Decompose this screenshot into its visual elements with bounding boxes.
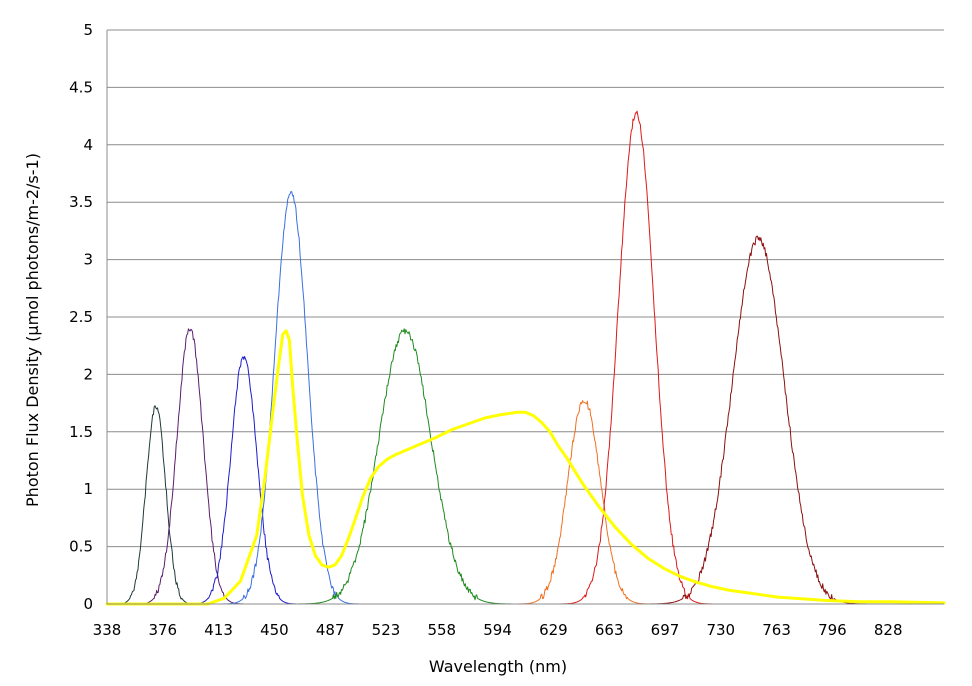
series-line-9 [105,329,946,606]
x-tick-label: 796 [818,621,847,639]
y-tick-label: 3.5 [69,193,93,211]
x-tick-label: 629 [539,621,568,639]
x-tick-label: 338 [93,621,122,639]
y-axis-title: Photon Flux Density (µmol photons/m-2/s-… [23,153,42,507]
y-tick-label: 1 [83,480,93,498]
series-line-3 [106,356,945,605]
x-tick-label: 450 [260,621,289,639]
series-group [105,110,946,606]
x-axis-title: Wavelength (nm) [429,657,567,676]
x-tick-label: 663 [595,621,624,639]
y-tick-label: 0.5 [69,538,93,556]
x-tick-label: 763 [762,621,791,639]
x-tick-label: 558 [427,621,456,639]
series-line-8 [106,235,945,605]
y-tick-labels: 0 0.5 1 1.5 2 2.5 3 3.5 4 4.5 5 [69,21,93,613]
y-tick-label: 4 [83,136,93,154]
y-tick-label: 2 [83,365,93,383]
y-tick-label: 2.5 [69,308,93,326]
x-tick-label: 413 [204,621,233,639]
x-tick-label: 697 [651,621,680,639]
series-line-7 [106,110,945,605]
x-tick-label: 594 [483,621,512,639]
gridlines [107,29,944,548]
x-tick-label: 730 [706,621,735,639]
y-tick-label: 4.5 [69,78,93,96]
series-line-2 [106,328,945,605]
y-tick-label: 0 [83,595,93,613]
y-tick-label: 3 [83,251,93,269]
series-line-5 [106,328,945,605]
y-tick-label: 5 [83,21,93,39]
x-tick-labels: 338 376 413 450 487 523 558 594 629 663 697 730 763 7… [93,621,903,639]
axes [106,30,944,605]
x-tick-label: 523 [372,621,401,639]
x-tick-label: 487 [316,621,345,639]
x-tick-label: 828 [874,621,903,639]
x-tick-label: 376 [148,621,177,639]
y-tick-label: 1.5 [69,423,93,441]
series-line-4 [106,190,945,605]
